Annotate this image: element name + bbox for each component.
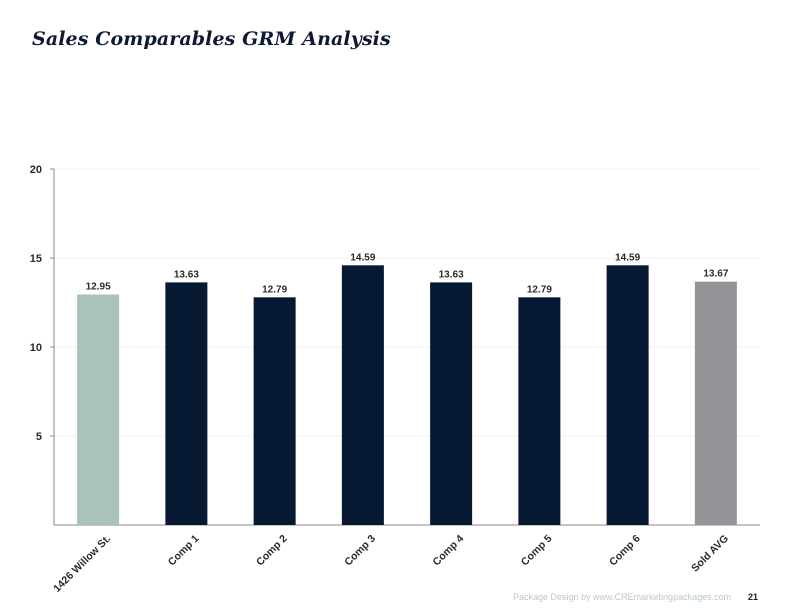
data-label: 13.63 — [174, 269, 199, 280]
data-label: 14.59 — [615, 252, 640, 263]
category-label: Comp 4 — [431, 533, 467, 569]
page-number: 21 — [748, 592, 759, 602]
data-label: 12.95 — [86, 281, 111, 292]
y-tick-label: 5 — [36, 431, 42, 443]
category-label: Comp 5 — [519, 533, 555, 569]
category-labels: 1426 Willow St. Comp 1 Comp 2 Comp 3 Comp 4 C… — [51, 533, 731, 595]
y-tick-label: 15 — [30, 253, 42, 265]
category-label: Comp 2 — [254, 533, 290, 569]
y-tick-label: 20 — [30, 164, 42, 176]
y-tick-label: 10 — [30, 342, 42, 354]
footer-credit: Package Design by www.CREmarketingpackag… — [513, 592, 732, 602]
category-label: Comp 1 — [166, 533, 202, 569]
bar-8 — [694, 281, 737, 525]
bar-3 — [253, 297, 296, 525]
bar-2 — [165, 282, 208, 525]
bar-4 — [341, 265, 384, 525]
category-label: Comp 6 — [607, 533, 643, 569]
category-label: 1426 Willow St. — [51, 533, 113, 595]
page-title: Sales Comparables GRM Analysis — [32, 28, 391, 50]
grid-lines — [54, 168, 760, 437]
bar-5 — [430, 282, 473, 525]
data-label: 13.67 — [703, 269, 728, 280]
data-label: 12.79 — [262, 284, 287, 295]
bars — [77, 265, 737, 525]
data-labels: 12.95 13.63 12.79 14.59 13.63 12.79 14.59 13.67 — [86, 252, 729, 295]
bar-1 — [77, 294, 120, 525]
data-label: 14.59 — [350, 252, 375, 263]
y-axis-tick-labels: 5 10 15 20 — [30, 164, 42, 443]
category-label: Comp 3 — [342, 533, 378, 569]
bar-6 — [518, 297, 561, 525]
bar-7 — [606, 265, 649, 525]
data-label: 12.79 — [527, 284, 552, 295]
category-label: Sold AVG — [689, 533, 731, 575]
data-label: 13.63 — [439, 269, 464, 280]
